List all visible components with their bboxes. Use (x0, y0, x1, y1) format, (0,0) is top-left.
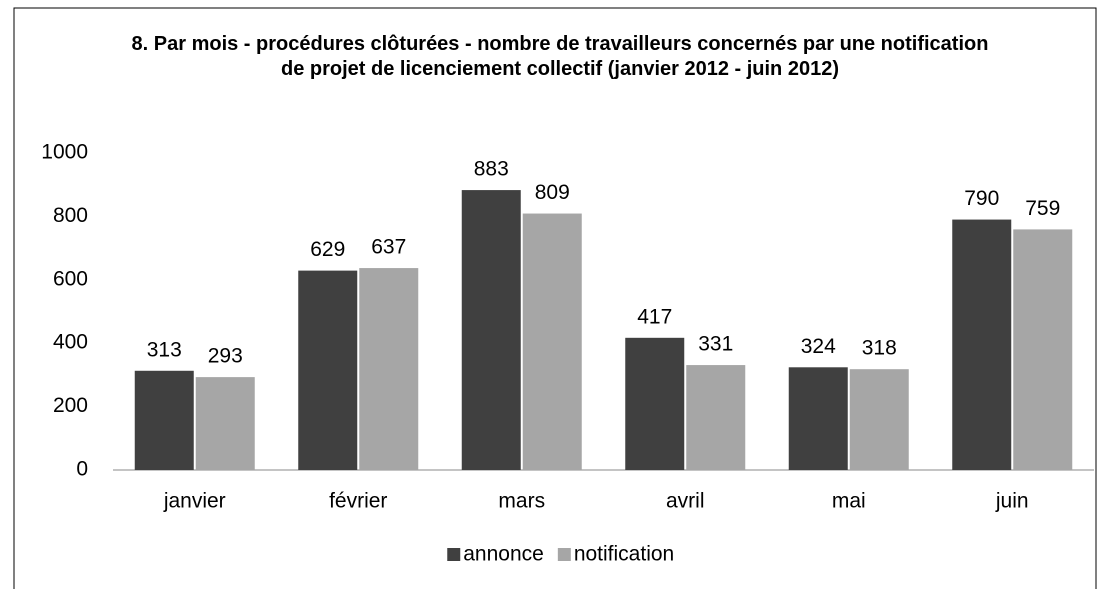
bar (195, 377, 255, 470)
y-tick-label: 800 (53, 204, 88, 227)
data-label: 331 (698, 333, 733, 356)
data-label: 790 (964, 187, 999, 210)
data-label: 629 (310, 238, 345, 261)
bar (359, 268, 419, 470)
data-label: 318 (862, 337, 897, 360)
x-tick-label: juin (995, 490, 1029, 513)
data-label: 759 (1025, 197, 1060, 220)
data-label: 883 (474, 158, 509, 181)
data-label: 324 (801, 335, 836, 358)
legend-swatch (557, 548, 571, 561)
data-label: 809 (535, 181, 570, 204)
data-label: 417 (637, 305, 672, 328)
legend-swatch (447, 548, 461, 561)
y-tick-label: 1000 (41, 141, 88, 164)
legend-label: notification (574, 543, 674, 566)
data-label: 293 (208, 345, 243, 368)
y-tick-label: 600 (53, 267, 88, 290)
title-box: 8. Par mois - procédures clôturées - nom… (131, 33, 989, 80)
x-tick-label: avril (666, 490, 705, 513)
y-tick-label: 200 (53, 394, 88, 417)
legend-label: annonce (463, 543, 544, 566)
bar (1013, 229, 1073, 470)
chart-title: 8. Par mois - procédures clôturées - nom… (131, 33, 989, 80)
bar (298, 270, 358, 470)
bar (849, 369, 909, 470)
bar (134, 370, 194, 470)
data-label: 313 (147, 338, 182, 361)
bar (952, 219, 1012, 470)
y-tick-label: 0 (76, 458, 88, 481)
x-tick-label: février (329, 490, 387, 513)
bar (461, 190, 521, 471)
data-label: 637 (371, 236, 406, 259)
bar (686, 365, 746, 470)
bar (625, 337, 685, 470)
bar (788, 367, 848, 470)
x-tick-label: janvier (163, 490, 226, 513)
bar (522, 213, 582, 470)
x-tick-label: mai (832, 490, 866, 513)
y-tick-label: 400 (53, 331, 88, 354)
x-tick-label: mars (498, 490, 545, 513)
